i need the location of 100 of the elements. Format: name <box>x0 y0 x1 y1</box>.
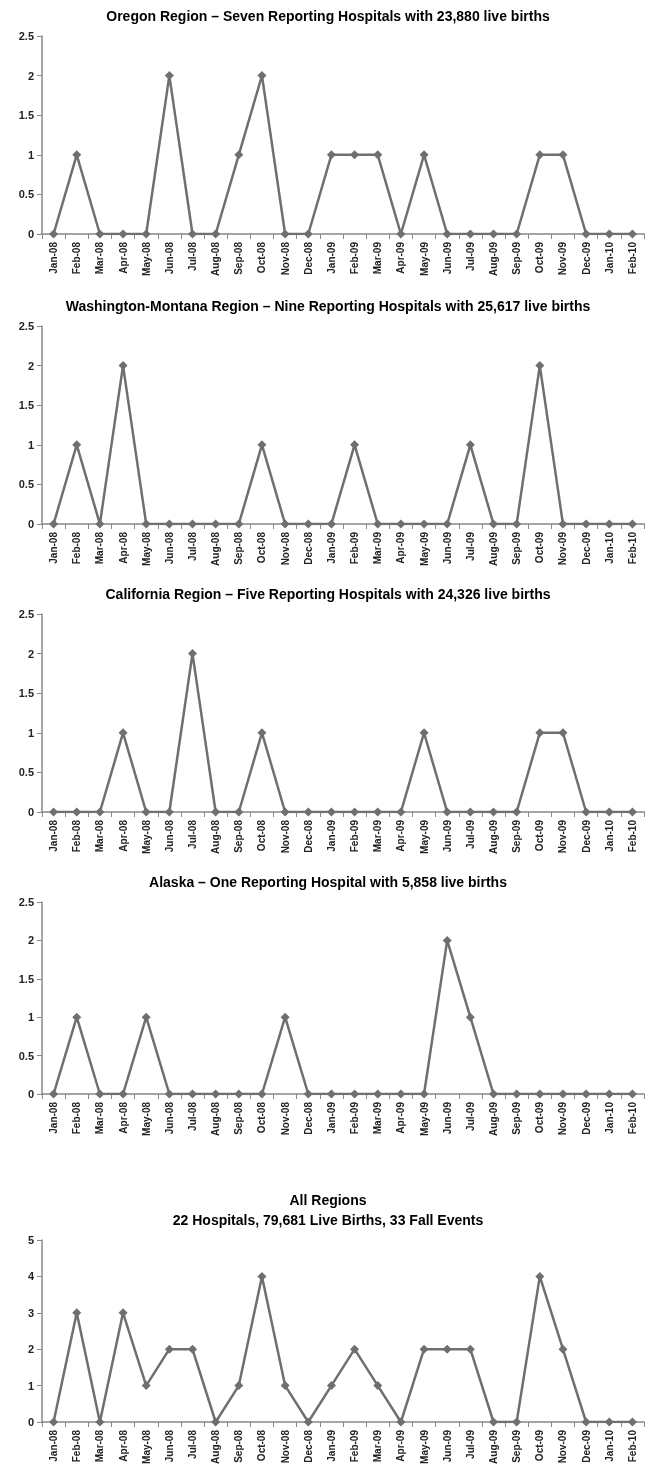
point <box>489 229 498 239</box>
chart-subtitle: 22 Hospitals, 79,681 Live Births, 33 Fall Events <box>172 1212 484 1228</box>
x-tick-label: Jun-08 <box>163 531 175 565</box>
x-tick-label: Aug-09 <box>488 1101 499 1136</box>
x-tick-label: Mar-08 <box>94 531 106 565</box>
point <box>442 519 452 529</box>
point <box>326 1381 336 1391</box>
x-tick-label: Jan-09 <box>325 241 337 274</box>
x-tick-label: Nov-08 <box>279 531 291 566</box>
point <box>489 807 498 817</box>
point <box>558 150 568 160</box>
x-tick-label: Dec-08 <box>302 531 314 565</box>
x-tick-label: Jan-08 <box>48 1429 60 1462</box>
point <box>419 519 429 529</box>
point <box>211 229 221 239</box>
point <box>558 1089 568 1099</box>
x-tick-label: Dec-09 <box>580 819 592 853</box>
y-tick-label: 0 <box>27 1088 34 1100</box>
x-tick-label: Jan-10 <box>603 1429 615 1462</box>
x-tick-label: May-09 <box>418 1429 430 1464</box>
x-tick-label: Jan-08 <box>48 819 60 852</box>
y-tick-label: 0.5 <box>18 766 34 779</box>
x-tick-label: Sep-09 <box>511 241 523 275</box>
x-tick-label: Mar-08 <box>94 1429 106 1463</box>
point <box>280 1381 290 1391</box>
point <box>512 1417 522 1427</box>
point <box>280 807 290 817</box>
chart-title: Washington-Montana Region – Nine Reporting Hospitals with 25,617 live births <box>65 298 591 314</box>
x-tick-label: Jan-10 <box>603 1101 615 1134</box>
x-tick-label: May-09 <box>418 531 430 566</box>
x-tick-label: Jan-08 <box>48 241 60 274</box>
x-tick-label: Apr-09 <box>395 1101 407 1134</box>
y-tick-label: 5 <box>27 1234 34 1246</box>
point <box>164 1344 174 1354</box>
x-tick-label: Dec-08 <box>302 819 314 853</box>
x-tick-label: Jul-08 <box>187 241 198 271</box>
x-tick-label: Feb-10 <box>626 819 638 853</box>
x-tick-label: Nov-08 <box>279 1429 291 1464</box>
x-tick-label: Aug-08 <box>210 819 222 854</box>
y-tick-label: 0.5 <box>18 1049 34 1062</box>
x-tick-label: Jun-09 <box>441 1101 453 1135</box>
x-tick-label: Oct-08 <box>256 1429 268 1462</box>
x-tick-label: Feb-09 <box>349 241 361 275</box>
point <box>465 1344 475 1354</box>
x-tick-label: Apr-08 <box>117 1429 129 1462</box>
x-tick-label: Nov-09 <box>557 531 569 566</box>
point <box>581 1089 591 1099</box>
x-tick-label: Jan-09 <box>325 1101 337 1134</box>
y-tick-label: 2.5 <box>18 608 34 620</box>
point <box>49 1089 59 1099</box>
y-tick-label: 2 <box>27 359 34 372</box>
x-tick-label: Jan-10 <box>603 531 615 564</box>
x-tick-label: Jun-09 <box>441 1429 453 1463</box>
point <box>558 519 568 529</box>
point <box>512 807 522 817</box>
y-tick-label: 0.5 <box>18 478 34 491</box>
point <box>419 1089 429 1099</box>
point <box>95 229 105 239</box>
x-tick-label: Aug-08 <box>210 531 222 566</box>
y-tick-label: 4 <box>27 1270 35 1283</box>
x-tick-label: Aug-09 <box>488 819 499 854</box>
x-tick-label: Dec-08 <box>302 1429 314 1463</box>
x-tick-label: Feb-08 <box>71 819 83 853</box>
y-tick-label: 1 <box>27 148 34 161</box>
point <box>535 150 545 160</box>
x-tick-label: Feb-08 <box>71 1429 83 1463</box>
x-tick-label: May-08 <box>140 1429 152 1464</box>
point <box>234 519 244 529</box>
point <box>141 519 151 529</box>
x-tick-label: Mar-09 <box>372 1101 384 1135</box>
point <box>489 519 498 529</box>
x-tick-label: Jul-09 <box>464 1429 476 1459</box>
point <box>373 150 383 160</box>
y-tick-label: 0 <box>27 806 34 818</box>
x-tick-label: Jan-10 <box>603 819 615 852</box>
x-tick-label: Jan-09 <box>325 819 337 852</box>
point <box>141 229 151 239</box>
x-tick-label: Oct-09 <box>534 531 546 564</box>
x-tick-label: Jul-08 <box>187 1101 198 1131</box>
point <box>257 1271 267 1281</box>
x-tick-label: Dec-09 <box>580 1101 592 1135</box>
point <box>303 1089 313 1099</box>
x-tick-label: Jun-09 <box>441 531 453 565</box>
y-tick-label: 1.5 <box>18 109 34 122</box>
x-tick-label: Jul-09 <box>464 819 476 849</box>
point <box>118 229 128 239</box>
x-tick-label: Aug-08 <box>210 241 222 276</box>
x-tick-label: Nov-09 <box>557 1429 569 1464</box>
x-tick-label: Jan-08 <box>48 531 60 564</box>
point <box>280 519 290 529</box>
x-tick-label: Aug-08 <box>210 1101 222 1136</box>
chart-title: Alaska – One Reporting Hospital with 5,858 live births <box>149 874 508 890</box>
x-tick-label: Sep-09 <box>511 1101 523 1135</box>
point <box>512 519 522 529</box>
y-tick-label: 0 <box>27 518 34 530</box>
x-tick-label: Dec-08 <box>302 241 314 275</box>
x-tick-label: Nov-09 <box>557 1101 569 1136</box>
point <box>535 1089 545 1099</box>
point <box>234 1381 244 1391</box>
x-tick-label: Oct-08 <box>256 531 268 564</box>
